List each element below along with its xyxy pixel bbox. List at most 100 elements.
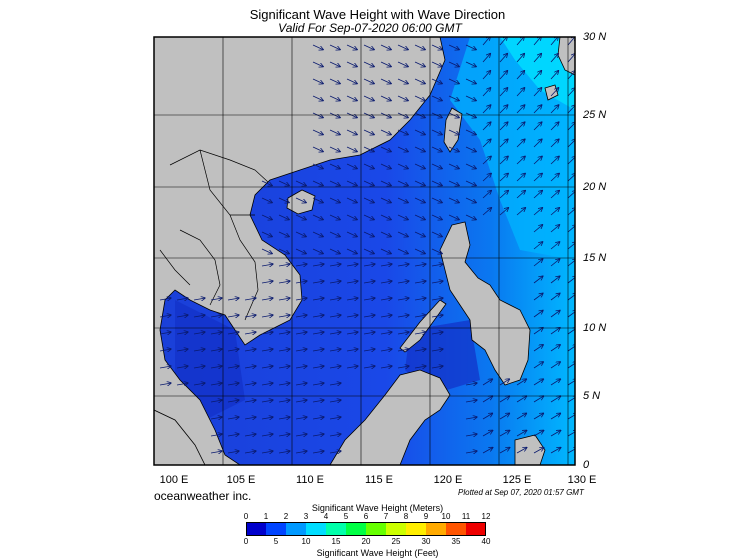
direction-arrow <box>312 146 323 152</box>
direction-arrow <box>482 174 491 182</box>
direction-arrow <box>431 264 443 266</box>
direction-arrow <box>363 95 374 101</box>
direction-arrow <box>431 78 442 84</box>
direction-arrow <box>363 163 374 169</box>
direction-arrow <box>227 417 239 419</box>
direction-arrow <box>329 298 341 300</box>
direction-arrow <box>533 293 543 301</box>
direction-arrow <box>295 383 307 385</box>
direction-arrow <box>295 298 307 300</box>
direction-arrow <box>533 276 543 284</box>
direction-arrow <box>499 448 510 454</box>
direction-arrow <box>363 349 375 351</box>
direction-arrow <box>414 332 426 334</box>
direction-arrow <box>550 156 559 165</box>
direction-arrow <box>431 61 442 67</box>
direction-arrow <box>312 214 323 220</box>
direction-arrow <box>482 71 490 80</box>
direction-arrow <box>176 315 188 317</box>
direction-arrow <box>550 242 560 250</box>
direction-arrow <box>448 214 459 220</box>
direction-arrow <box>176 332 188 334</box>
colorbar-title-feet: Significant Wave Height (Feet) <box>316 548 439 558</box>
direction-arrow <box>329 78 340 84</box>
direction-arrow <box>414 95 425 101</box>
direction-arrow <box>567 362 575 369</box>
direction-arrow <box>261 315 273 317</box>
direction-arrow <box>567 328 575 335</box>
hainan-island <box>286 189 316 215</box>
direction-arrow <box>227 400 239 402</box>
direction-arrow <box>431 214 442 220</box>
direction-arrow <box>329 163 340 169</box>
direction-arrow <box>397 163 408 169</box>
direction-arrow <box>533 311 543 318</box>
direction-arrow <box>295 180 306 186</box>
map-title: Significant Wave Height with Wave Direct… <box>249 7 506 22</box>
direction-arrow <box>278 264 290 266</box>
direction-arrow <box>346 197 357 203</box>
direction-arrow <box>329 349 341 351</box>
direction-arrow <box>176 298 188 300</box>
colorbar-segment <box>366 522 387 536</box>
direction-arrow <box>244 451 256 453</box>
direction-arrow <box>210 417 222 419</box>
direction-arrow <box>295 264 307 266</box>
feet-tick-label: 30 <box>421 537 431 546</box>
direction-arrow <box>278 315 290 317</box>
direction-arrow <box>295 248 306 254</box>
feet-tick-label: 40 <box>481 537 491 546</box>
direction-arrow <box>380 366 392 368</box>
direction-arrow <box>499 71 507 80</box>
direction-arrow <box>312 231 323 237</box>
direction-arrow <box>533 431 544 437</box>
meters-tick-label: 12 <box>481 512 491 521</box>
direction-arrow <box>193 366 205 368</box>
direction-arrow <box>431 298 443 300</box>
direction-arrow <box>346 163 357 169</box>
direction-arrow <box>159 349 171 351</box>
direction-arrow <box>414 112 425 118</box>
direction-arrow <box>210 315 222 317</box>
direction-arrow <box>465 112 476 118</box>
direction-arrow <box>312 44 323 50</box>
direction-arrow <box>431 248 442 254</box>
direction-arrow <box>550 208 559 216</box>
meters-tick-label: 2 <box>283 512 289 521</box>
direction-arrow <box>261 281 273 283</box>
direction-arrow <box>261 298 273 300</box>
meters-tick-label: 11 <box>461 512 471 521</box>
direction-arrow <box>261 332 273 334</box>
direction-arrow <box>482 139 491 148</box>
direction-arrow <box>329 315 341 317</box>
lat-label-20n: 20 N <box>583 181 607 193</box>
direction-arrow <box>329 400 341 402</box>
direction-arrow <box>312 400 324 402</box>
direction-arrow <box>278 400 290 402</box>
direction-arrow <box>465 95 476 101</box>
direction-arrow <box>346 298 358 300</box>
direction-arrow <box>312 95 323 101</box>
direction-arrow <box>244 366 256 368</box>
direction-arrow <box>295 332 307 334</box>
lon-label-105e: 105 E <box>226 474 256 486</box>
direction-arrow <box>329 332 341 334</box>
direction-arrow <box>363 298 375 300</box>
direction-arrow <box>295 349 307 351</box>
direction-arrow <box>261 434 273 436</box>
direction-arrow <box>465 214 476 220</box>
direction-arrow <box>210 434 222 436</box>
direction-arrow <box>295 400 307 402</box>
direction-arrow <box>329 248 340 254</box>
lat-lon-grid <box>154 37 575 465</box>
lat-label-10n: 10 N <box>583 322 607 334</box>
direction-arrow <box>397 349 409 351</box>
meters-tick-label: 9 <box>423 512 429 521</box>
direction-arrow <box>499 208 508 216</box>
direction-arrow <box>346 281 358 283</box>
feet-tick-label: 15 <box>331 537 341 546</box>
direction-arrow <box>329 281 341 283</box>
direction-arrow <box>465 197 476 203</box>
colorbar-segment <box>286 522 307 536</box>
direction-arrow <box>550 413 560 420</box>
